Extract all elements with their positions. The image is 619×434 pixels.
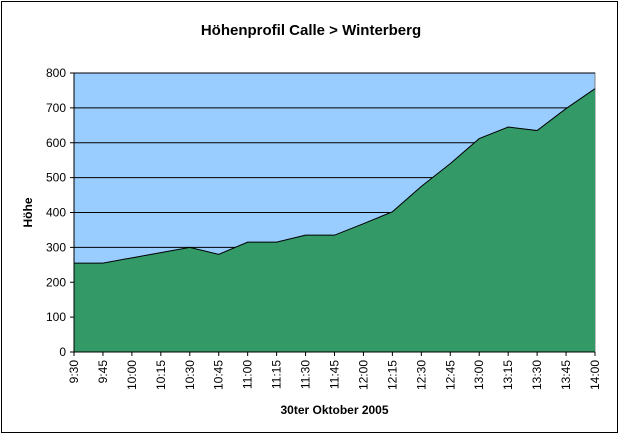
x-tick-label: 9:45 [96, 360, 110, 384]
y-tick-label: 100 [46, 310, 66, 324]
x-tick-label: 10:00 [125, 360, 139, 390]
x-tick-label: 12:15 [385, 360, 399, 390]
y-tick-labels: 0 100 200 300 400 500 600 700 800 [46, 66, 66, 359]
y-tick-label: 700 [46, 101, 66, 115]
x-axis-label: 30ter Oktober 2005 [280, 403, 388, 417]
x-tick-label: 13:45 [559, 360, 573, 390]
x-tick-label: 12:30 [414, 360, 428, 390]
x-tick-label: 13:30 [530, 360, 544, 390]
area-outline [74, 88, 596, 264]
chart-title: Höhenprofil Calle > Winterberg [201, 22, 421, 39]
x-tick-label: 10:45 [212, 360, 226, 390]
x-tick-labels: 9:30 9:45 10:00 10:15 10:30 10:45 11:00 11:15 11… [67, 360, 602, 390]
x-tick-label: 11:45 [328, 360, 342, 389]
x-tick-label: 14:00 [588, 360, 602, 390]
x-tick-label: 13:15 [501, 360, 515, 390]
y-axis-label: Höhe [21, 197, 35, 227]
x-tick-label: 9:30 [67, 360, 81, 384]
x-tick-label: 13:00 [472, 360, 486, 390]
y-tick-label: 800 [46, 66, 66, 80]
x-tick-label: 10:15 [154, 360, 168, 390]
x-tick-label: 11:15 [270, 360, 284, 389]
y-tick-label: 500 [46, 171, 66, 185]
y-tick-label: 400 [46, 206, 66, 220]
y-tick-label: 200 [46, 275, 66, 289]
x-tick-label: 12:00 [356, 360, 370, 390]
y-tick-label: 600 [46, 136, 66, 150]
x-tick-label: 11:00 [241, 360, 255, 389]
area-series [74, 88, 596, 352]
x-tick-label: 12:45 [443, 360, 457, 390]
y-tick-label: 0 [59, 345, 66, 359]
x-tick-label: 10:30 [183, 360, 197, 390]
axes [70, 72, 596, 356]
area-fill [74, 88, 595, 352]
x-tick-label: 11:30 [299, 360, 313, 389]
y-tick-label: 300 [46, 240, 66, 254]
